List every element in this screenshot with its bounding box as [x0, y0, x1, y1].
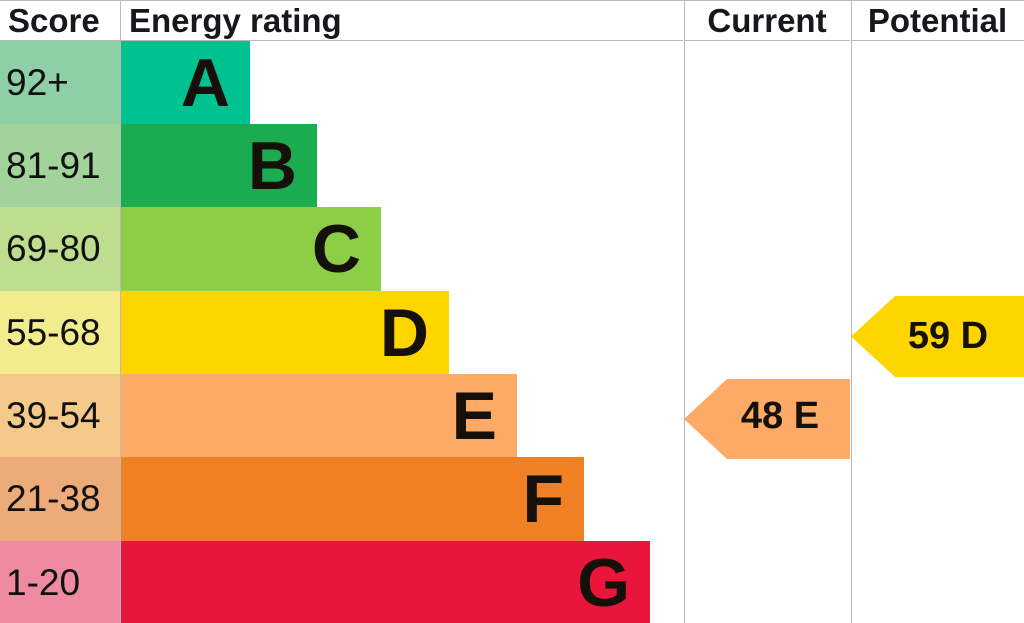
svg-text:59 D: 59 D: [908, 315, 988, 357]
svg-text:48 E: 48 E: [741, 395, 819, 437]
